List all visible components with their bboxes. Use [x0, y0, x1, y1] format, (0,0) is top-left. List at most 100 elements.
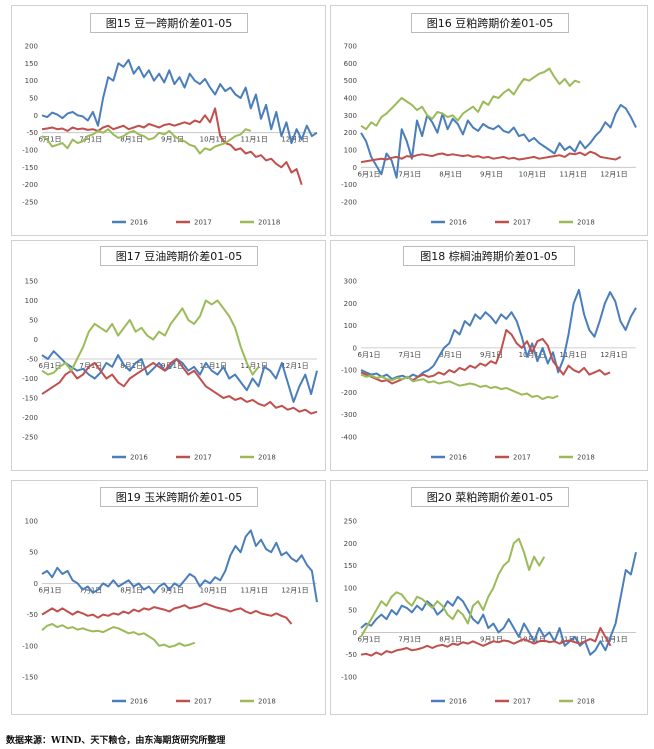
legend-label: 2017	[194, 454, 212, 462]
y-tick-label: 500	[344, 77, 357, 85]
y-tick-label: 50	[29, 317, 38, 325]
y-tick-label: -100	[341, 674, 357, 682]
y-tick-label: 50	[348, 607, 357, 615]
y-tick-label: -100	[22, 642, 38, 650]
x-tick-label: 7月1日	[398, 170, 421, 178]
y-tick-label: -50	[346, 651, 357, 659]
y-tick-label: 200	[344, 300, 357, 308]
legend-label: 2017	[194, 219, 212, 227]
x-tick-label: 12月1日	[281, 362, 308, 370]
x-tick-label: 8月1日	[120, 136, 143, 144]
y-tick-label: -50	[27, 356, 38, 364]
series-line-2016	[360, 103, 637, 179]
chart-title: 图15 豆一跨期价差01-05	[90, 13, 248, 33]
chart-title: 图17 豆油跨期价差01-05	[100, 246, 258, 266]
y-tick-label: 100	[344, 322, 357, 330]
legend-label: 2018	[577, 219, 595, 227]
x-tick-label: 6月1日	[39, 136, 62, 144]
y-tick-label: -200	[22, 414, 38, 422]
y-tick-label: 200	[344, 540, 357, 548]
series-line-2018	[360, 67, 581, 131]
y-tick-label: 100	[25, 77, 38, 85]
y-tick-label: 50	[29, 95, 38, 103]
y-tick-label: 0	[34, 336, 38, 344]
x-tick-label: 6月1日	[39, 586, 62, 594]
chart-panel: 300 200 100 0 -100 -200 -300 -400 6月1日 7月1日 8月1日 9月…	[330, 240, 648, 471]
series-line-2017	[360, 150, 622, 164]
x-tick-label: 10月1日	[519, 170, 546, 178]
x-tick-label: 12月1日	[600, 170, 627, 178]
x-tick-label: 9月1日	[480, 635, 503, 643]
series-line-2018	[41, 299, 260, 376]
y-tick-label: -400	[341, 434, 357, 442]
x-tick-label: 12月1日	[600, 635, 627, 643]
legend-label: 2016	[449, 454, 467, 462]
y-tick-label: 600	[344, 60, 357, 68]
y-tick-label: 700	[344, 43, 357, 51]
y-tick-label: -100	[22, 375, 38, 383]
x-tick-label: 6月1日	[358, 170, 381, 178]
y-tick-label: -50	[27, 129, 38, 137]
x-tick-label: 9月1日	[480, 170, 503, 178]
legend-label: 2016	[130, 698, 148, 706]
y-tick-label: 400	[344, 95, 357, 103]
x-tick-label: 10月1日	[200, 362, 227, 370]
series-line-2017	[41, 602, 293, 625]
y-tick-label: 300	[344, 112, 357, 120]
chart-panel: 100 50 0 -50 -100 -150 6月1日 7月1日 8月1日 9月1日 10月1日 11…	[11, 480, 326, 715]
x-tick-label: 8月1日	[439, 170, 462, 178]
x-tick-label: 8月1日	[439, 351, 462, 359]
legend-label: 2017	[194, 698, 212, 706]
y-tick-label: 100	[344, 147, 357, 155]
legend-label: 2018	[577, 698, 595, 706]
x-tick-label: 11月1日	[559, 170, 586, 178]
y-tick-label: 250	[344, 518, 357, 526]
y-tick-label: 300	[344, 278, 357, 286]
x-tick-label: 12月1日	[281, 586, 308, 594]
y-tick-label: 0	[353, 629, 357, 637]
chart-title: 图19 玉米跨期价差01-05	[100, 487, 258, 507]
x-tick-label: 11月1日	[240, 136, 267, 144]
x-tick-label: 12月1日	[281, 136, 308, 144]
series-line-2017	[41, 107, 303, 186]
series-line-20118	[41, 128, 252, 155]
y-tick-label: 0	[34, 112, 38, 120]
legend-label: 2018	[258, 698, 276, 706]
x-tick-label: 8月1日	[439, 635, 462, 643]
y-tick-label: -200	[341, 199, 357, 207]
y-tick-label: -50	[27, 611, 38, 619]
x-tick-label: 10月1日	[519, 351, 546, 359]
chart-svg: 700 600 500 400 300 200 100 0 -100 -200 6月1日 7月1日 8月…	[341, 43, 637, 227]
y-tick-label: -100	[22, 147, 38, 155]
y-tick-label: 100	[344, 584, 357, 592]
y-tick-label: 150	[25, 278, 38, 286]
x-tick-label: 7月1日	[398, 635, 421, 643]
chart-title: 图18 棕榈油跨期价差01-05	[403, 246, 575, 266]
x-tick-label: 9月1日	[480, 351, 503, 359]
legend-label: 2016	[130, 219, 148, 227]
x-tick-label: 7月1日	[79, 136, 102, 144]
series-line-2018	[360, 373, 559, 401]
y-tick-label: 150	[344, 562, 357, 570]
series-line-2018	[41, 623, 196, 648]
y-tick-label: 200	[344, 129, 357, 137]
legend-label: 20118	[258, 219, 280, 227]
series-line-2016	[360, 551, 637, 656]
x-tick-label: 7月1日	[398, 351, 421, 359]
chart-panel: 700 600 500 400 300 200 100 0 -100 -200 6月1日 7月1日 8月…	[330, 5, 648, 236]
y-tick-label: -150	[22, 395, 38, 403]
x-tick-label: 6月1日	[358, 351, 381, 359]
y-tick-label: 50	[29, 549, 38, 557]
y-tick-label: 150	[25, 60, 38, 68]
x-tick-label: 11月1日	[240, 586, 267, 594]
chart-panel: 200 150 100 50 0 -50 -100 -150 -200 -250 6月1日 7月1日 8…	[11, 5, 326, 236]
y-tick-label: -100	[341, 181, 357, 189]
y-tick-label: -150	[22, 164, 38, 172]
series-line-2016	[41, 529, 318, 603]
x-tick-label: 10月1日	[200, 136, 227, 144]
series-line-2016	[41, 350, 318, 403]
series-line-2018	[360, 537, 546, 638]
x-tick-label: 11月1日	[559, 351, 586, 359]
